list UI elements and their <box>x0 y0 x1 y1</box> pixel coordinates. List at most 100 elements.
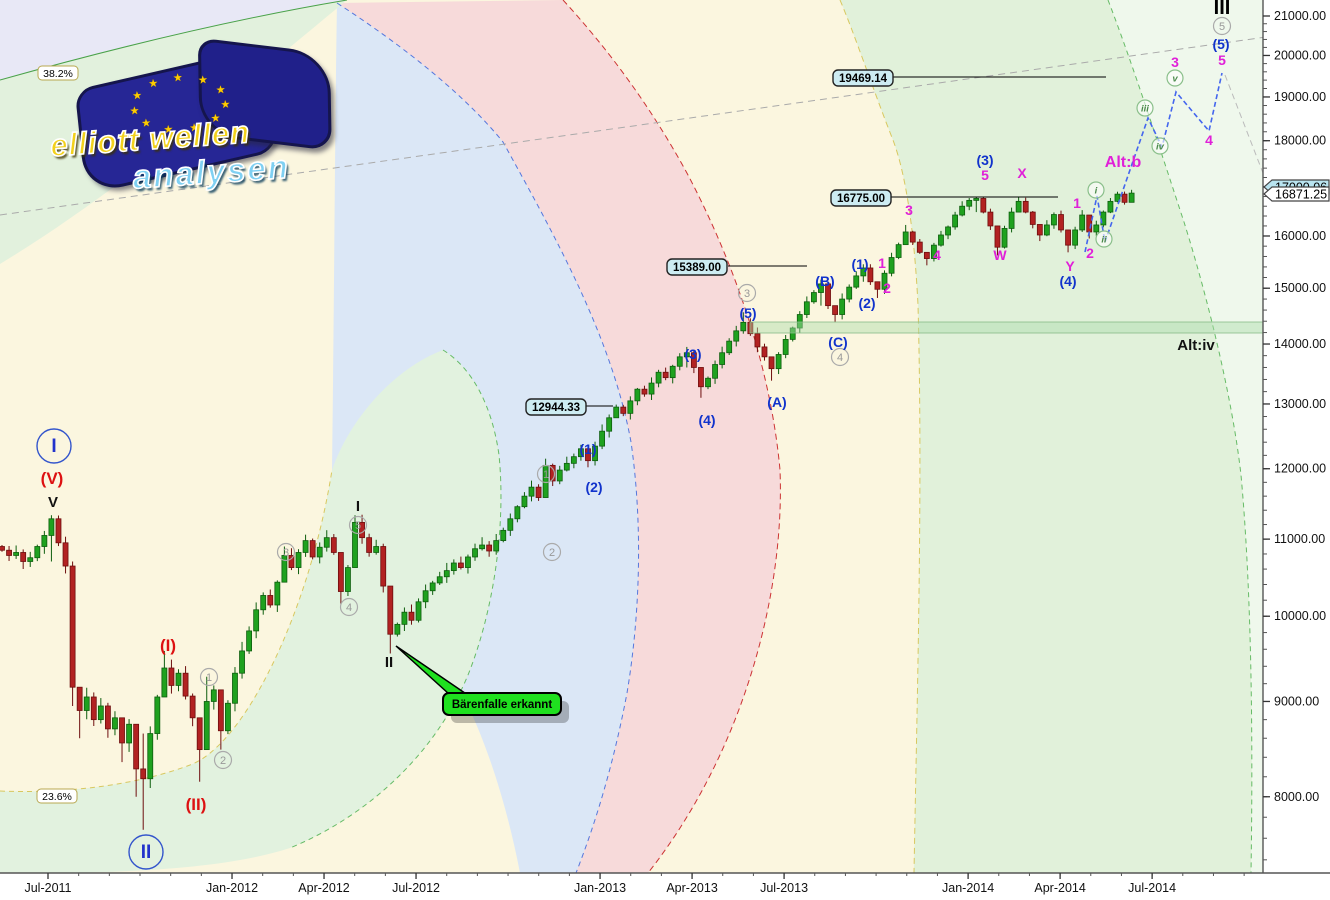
wave-label-2: 2 <box>883 280 891 296</box>
wave-label-V: (V) <box>41 469 64 488</box>
candle-body <box>648 382 655 395</box>
candle-body <box>13 552 20 556</box>
candle-body <box>140 768 147 780</box>
candle-body <box>853 275 860 288</box>
wave-label-A: (A) <box>767 394 786 410</box>
candle-body <box>380 546 387 587</box>
candle-body <box>613 406 620 419</box>
candle-body <box>754 333 761 348</box>
wave-label-II: II <box>141 842 152 863</box>
candle-body <box>189 695 196 719</box>
wave-circle <box>536 464 556 484</box>
level-box <box>666 258 728 276</box>
wave-label-2: 2 <box>1086 245 1094 261</box>
wave-label-4: 4 <box>933 247 941 263</box>
candle-body <box>888 257 895 274</box>
price-tick-label: 16000.00 <box>1274 229 1326 243</box>
candle-body <box>931 244 937 259</box>
wave-label-4: 4 <box>346 602 352 614</box>
eu-star-icon: ★ <box>148 77 159 91</box>
candle-body <box>578 448 584 458</box>
wave-circle <box>737 283 757 303</box>
candle-body <box>217 689 224 732</box>
wave-circle <box>830 347 850 367</box>
candle-body <box>662 371 669 379</box>
candle-body <box>387 585 394 635</box>
candle-body <box>429 582 436 592</box>
candle-body <box>902 231 909 246</box>
price-axis-bg <box>1263 0 1330 900</box>
date-tick-label: Apr-2013 <box>666 881 717 895</box>
candle-body <box>55 518 62 544</box>
candle-body <box>923 251 930 259</box>
candle-body <box>945 226 951 236</box>
candle-body <box>309 540 316 558</box>
level-box <box>525 398 587 416</box>
level-box <box>830 189 892 207</box>
candle-body <box>105 705 111 730</box>
price-tick-label: 8000.00 <box>1274 790 1319 804</box>
candle-body <box>909 231 916 243</box>
wave-label-3: 3 <box>905 202 913 218</box>
candles-group <box>0 189 1135 830</box>
eu-star-icon: ★ <box>172 71 184 85</box>
price-tag <box>1263 186 1330 202</box>
wave-circle <box>339 597 359 617</box>
level-label: 16775.00 <box>837 193 885 205</box>
candle-body <box>76 686 83 711</box>
candle-body <box>408 611 415 621</box>
candle-body <box>881 272 888 290</box>
wave-label-4: 4 <box>837 352 843 364</box>
wave-label-I: I <box>356 498 360 515</box>
date-tick-label: Jul-2014 <box>1128 881 1176 895</box>
eu-star-icon: ★ <box>197 74 209 87</box>
candle-body <box>288 555 295 568</box>
candle-body <box>839 298 846 315</box>
fib-percent-label: 23.6% <box>42 791 72 803</box>
candle-body <box>422 590 429 603</box>
candle-body <box>1072 229 1079 246</box>
candle-body <box>1065 229 1071 246</box>
wave-label-X: X <box>1017 165 1027 181</box>
candle-body <box>401 611 408 625</box>
candle-body <box>133 723 140 770</box>
wave-label-1: 1 <box>1073 195 1081 211</box>
wave-label-1: 1 <box>543 469 549 481</box>
candle-body <box>450 562 457 572</box>
wave-circle <box>199 667 219 687</box>
candle-body <box>1001 228 1008 248</box>
candle-body <box>62 542 69 567</box>
wave-label-4: (4) <box>698 412 715 428</box>
candle-body <box>147 733 154 780</box>
candle-body <box>655 371 662 384</box>
wave-label-I: (I) <box>160 636 176 655</box>
candle-body <box>246 630 253 652</box>
date-tick-label: Jul-2013 <box>760 881 808 895</box>
candle-body <box>987 211 994 227</box>
candle-body <box>938 234 944 246</box>
candle-body <box>768 356 775 370</box>
candle-body <box>373 546 380 553</box>
candle-body <box>620 406 627 414</box>
wave-label-iii: iii <box>1141 104 1149 115</box>
candle-body <box>182 672 189 697</box>
candle-body <box>1051 214 1057 226</box>
candle-body <box>563 462 570 471</box>
wave-label-5: 5 <box>1218 52 1226 68</box>
candle-body <box>20 552 27 562</box>
candle-body <box>281 555 288 583</box>
candle-body <box>232 672 238 704</box>
candle-body <box>196 717 203 751</box>
candle-body <box>966 199 973 207</box>
candle-body <box>811 292 817 303</box>
candle-body <box>514 506 521 520</box>
candle-body <box>239 650 245 674</box>
candle-body <box>1036 224 1043 236</box>
candle-body <box>352 521 358 568</box>
candle-body <box>916 241 923 253</box>
price-tick-label: 21000.00 <box>1274 9 1326 23</box>
wave-label-iv: iv <box>1156 142 1165 153</box>
candle-body <box>846 286 853 300</box>
candle-body <box>267 595 274 606</box>
